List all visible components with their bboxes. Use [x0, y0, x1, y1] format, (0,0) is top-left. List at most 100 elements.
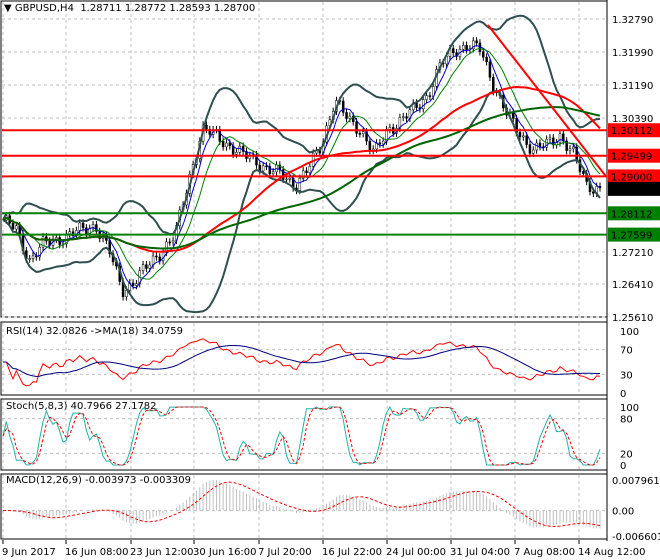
bollinger-lower — [2, 89, 601, 314]
x-tick-label: 31 Jul 04:00 — [450, 547, 510, 558]
candle — [91, 224, 95, 229]
stoch-main-line — [2, 405, 601, 466]
candle — [95, 224, 98, 232]
price-tick-label: 1.31190 — [612, 81, 653, 92]
chart-header: ▼ GBPUSD,H4 1.28711 1.28772 1.28593 1.28… — [4, 3, 256, 14]
candle — [271, 171, 275, 175]
candle — [105, 235, 108, 241]
macd-tick-label: -0.006601 — [612, 532, 660, 543]
candle — [241, 145, 245, 152]
level-label: 1.29000 — [611, 172, 652, 183]
candle — [428, 95, 432, 97]
level-label: 1.28112 — [611, 209, 652, 220]
candle — [361, 131, 365, 134]
candle — [425, 95, 428, 100]
price-tick-label: 1.26410 — [612, 280, 653, 291]
rsi-tick-label: 0 — [620, 389, 626, 400]
x-tick-label: 7 Aug 08:00 — [514, 547, 575, 558]
candle — [472, 40, 475, 50]
candle — [552, 137, 555, 146]
level-label-bg — [608, 123, 660, 138]
candle — [415, 102, 418, 108]
candle — [15, 225, 18, 230]
candle — [158, 256, 162, 262]
price-tick-label: 1.31990 — [612, 48, 653, 59]
rsi-ma-line — [3, 345, 600, 378]
rsi-label: RSI(14) 32.0826 ->MA(18) 34.0759 — [6, 326, 183, 337]
candle — [235, 152, 238, 155]
bollinger-upper — [2, 14, 601, 235]
candle — [218, 129, 222, 142]
x-tick-label: 14 Aug 12:00 — [578, 547, 645, 558]
candle — [341, 100, 345, 113]
candle — [522, 135, 525, 138]
candle — [31, 255, 35, 259]
last-price-bg — [608, 181, 660, 196]
candle — [298, 178, 302, 191]
candle — [421, 99, 425, 110]
candle — [38, 246, 41, 258]
candle — [155, 255, 158, 258]
candle — [558, 133, 562, 144]
level-label: 1.30112 — [611, 126, 652, 137]
x-tick-label: 23 Jun 12:00 — [130, 547, 194, 558]
x-tick-label: 24 Jul 00:00 — [386, 547, 446, 558]
candle — [11, 222, 15, 230]
last-price-label: 1.28700 — [611, 185, 652, 196]
candle — [168, 241, 172, 244]
candle — [205, 124, 208, 130]
level-label-bg — [608, 169, 660, 184]
level-label: 1.27599 — [611, 231, 652, 242]
ma-5 — [2, 44, 601, 289]
candle — [548, 137, 552, 140]
stoch-tick-label: 80 — [620, 415, 633, 426]
candle — [475, 40, 478, 44]
price-tick-label: 1.25610 — [612, 313, 653, 324]
candle — [405, 116, 408, 119]
candle — [261, 165, 265, 172]
candle — [488, 61, 492, 78]
candle — [78, 222, 81, 231]
candle — [582, 171, 585, 174]
candle — [41, 236, 45, 248]
candle — [68, 231, 71, 235]
candle — [398, 117, 402, 129]
price-tick-label: 1.32790 — [612, 15, 653, 26]
candle — [268, 166, 272, 175]
candle — [141, 264, 145, 271]
x-tick-label: 7 Jul 20:00 — [258, 547, 312, 558]
candle — [151, 255, 155, 266]
candle — [572, 146, 575, 150]
candle — [305, 170, 308, 173]
candle — [165, 241, 168, 253]
candle — [345, 112, 348, 119]
candle — [28, 258, 31, 260]
candle — [482, 51, 485, 58]
candle — [228, 142, 232, 147]
candle — [518, 132, 522, 138]
trend-line — [487, 24, 607, 178]
candle — [308, 166, 312, 173]
candle — [348, 115, 352, 119]
stoch-label: Stoch(5,8,3) 40.7966 27.1782 — [6, 401, 157, 412]
candle — [528, 144, 532, 154]
candle — [368, 140, 372, 151]
level-label-bg — [608, 148, 660, 163]
candle — [81, 222, 85, 229]
stoch-tick-label: 20 — [620, 449, 633, 460]
candle — [221, 140, 225, 148]
candle — [525, 135, 528, 145]
candle — [535, 142, 538, 151]
candle — [355, 121, 358, 134]
x-tick-label: 30 Jun 16:00 — [193, 547, 257, 558]
candle — [568, 148, 572, 151]
candle — [388, 127, 392, 130]
candle — [301, 170, 305, 179]
x-tick-label: 16 Jun 08:00 — [65, 547, 129, 558]
candle — [462, 45, 465, 50]
candle — [592, 191, 595, 194]
candle — [485, 56, 488, 63]
rsi-tick-label: 30 — [620, 370, 633, 381]
